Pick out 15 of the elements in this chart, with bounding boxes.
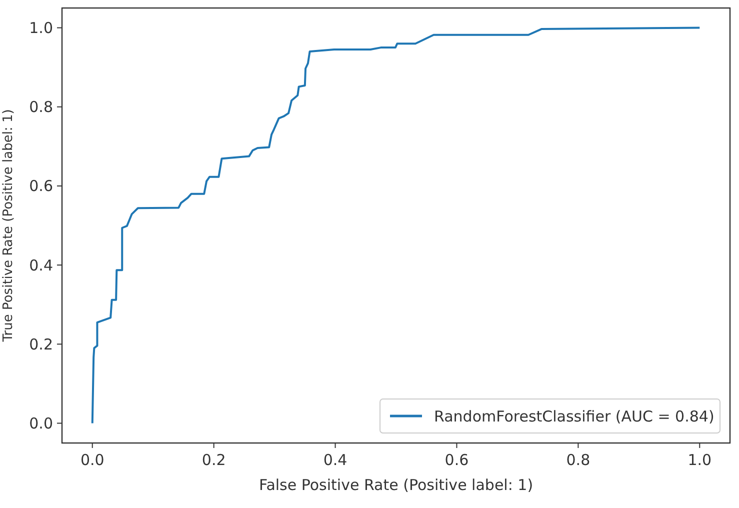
y-axis-title: True Positive Rate (Positive label: 1): [1, 109, 16, 343]
y-tick-label: 0.6: [29, 177, 53, 196]
y-tick-label: 1.0: [29, 19, 53, 38]
y-tick-label: 0.0: [29, 414, 53, 432]
y-tick-label: 0.4: [29, 256, 53, 274]
y-tick-label: 0.2: [29, 335, 53, 354]
legend-label: RandomForestClassifier (AUC = 0.84): [434, 407, 714, 426]
x-tick-label: 1.0: [688, 451, 712, 469]
x-axis-title: False Positive Rate (Positive label: 1): [258, 476, 534, 494]
y-tick-label: 0.8: [29, 98, 53, 116]
x-tick-label: 0.0: [80, 451, 104, 469]
x-tick-label: 0.8: [566, 451, 590, 469]
x-tick-label: 0.4: [323, 451, 348, 469]
x-tick-label: 0.2: [202, 451, 226, 469]
x-tick-label: 0.6: [444, 451, 469, 469]
